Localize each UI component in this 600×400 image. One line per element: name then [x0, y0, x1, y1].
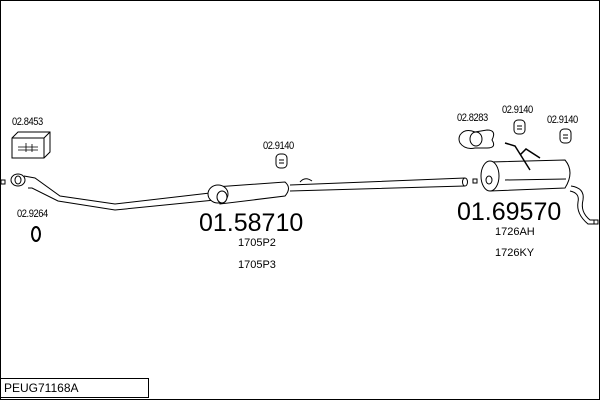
clamp-icon: [458, 129, 495, 149]
part-label-clamp: 02.8283: [457, 112, 488, 124]
part-label-hanger-mid: 02.9140: [263, 140, 294, 152]
mounting-kit-icon: [11, 131, 51, 159]
rear-section-ref: 1726AH: [495, 226, 535, 238]
part-label-gasket: 02.9264: [17, 208, 48, 220]
rear-muffler: [472, 142, 599, 225]
mid-section-ref: 1705P2: [238, 237, 276, 249]
gasket-icon: [31, 226, 41, 242]
part-label-hanger-rear-2: 02.9140: [547, 114, 578, 126]
diagram-code: PEUG71168A: [0, 378, 149, 398]
hanger-icon: [559, 128, 572, 144]
mid-muffler: [207, 177, 468, 205]
mid-section-ref: 1705P3: [238, 259, 276, 271]
rear-section-number: 01.69570: [457, 198, 562, 226]
mid-section-number: 01.58710: [199, 209, 304, 237]
part-label-mounting-kit: 02.8453: [12, 116, 43, 128]
part-label-hanger-rear-1: 02.9140: [502, 104, 533, 116]
front-pipe: [0, 173, 216, 211]
hanger-icon: [513, 119, 526, 135]
rear-section-ref: 1726KY: [495, 247, 535, 259]
hanger-icon: [275, 153, 288, 169]
